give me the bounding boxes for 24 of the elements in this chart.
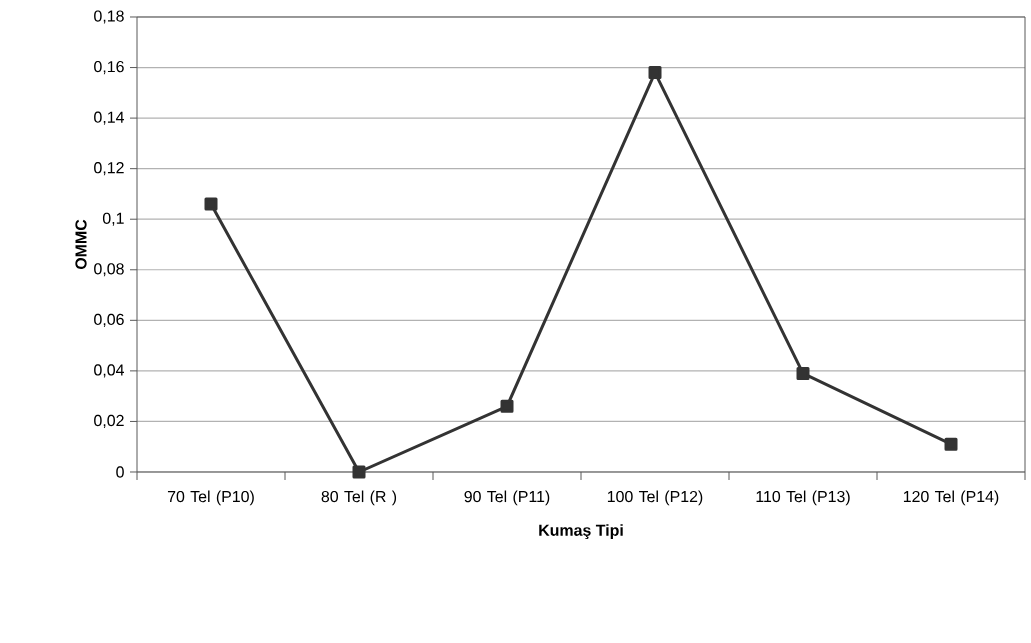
y-tick-label: 0,04 <box>94 364 125 378</box>
point <box>500 399 514 413</box>
y-tick-label: 0,16 <box>94 60 124 75</box>
x-axis-title: Kumaş Tipi <box>539 524 623 540</box>
point <box>204 197 218 211</box>
y-tick-label: 0,08 <box>94 263 124 277</box>
point <box>944 437 958 451</box>
x-tick-label: 90 Tel (P11) <box>464 490 550 506</box>
y-tick-label: 0,14 <box>94 111 125 125</box>
x-tick-label: 70 Tel (P10) <box>167 490 254 506</box>
x-tick-label: 100 Tel (P12) <box>607 490 703 506</box>
point <box>648 66 662 80</box>
x-tick-label: 120 Tel (P14) <box>903 490 999 506</box>
point <box>352 465 366 479</box>
point <box>796 366 810 380</box>
y-tick-label: 0 <box>116 466 124 478</box>
y-tick-label: 0,06 <box>94 313 124 327</box>
x-tick-label: 110 Tel (P13) <box>756 490 850 506</box>
x-tick-label: 80 Tel (R ) <box>321 490 397 506</box>
y-tick-label: 0,02 <box>94 414 124 429</box>
y-tick-label: 0,18 <box>94 10 124 24</box>
y-tick-label: 0,1 <box>102 212 124 226</box>
y-tick-label: 0,12 <box>94 162 124 176</box>
y-axis-title: OMMC <box>75 219 87 270</box>
